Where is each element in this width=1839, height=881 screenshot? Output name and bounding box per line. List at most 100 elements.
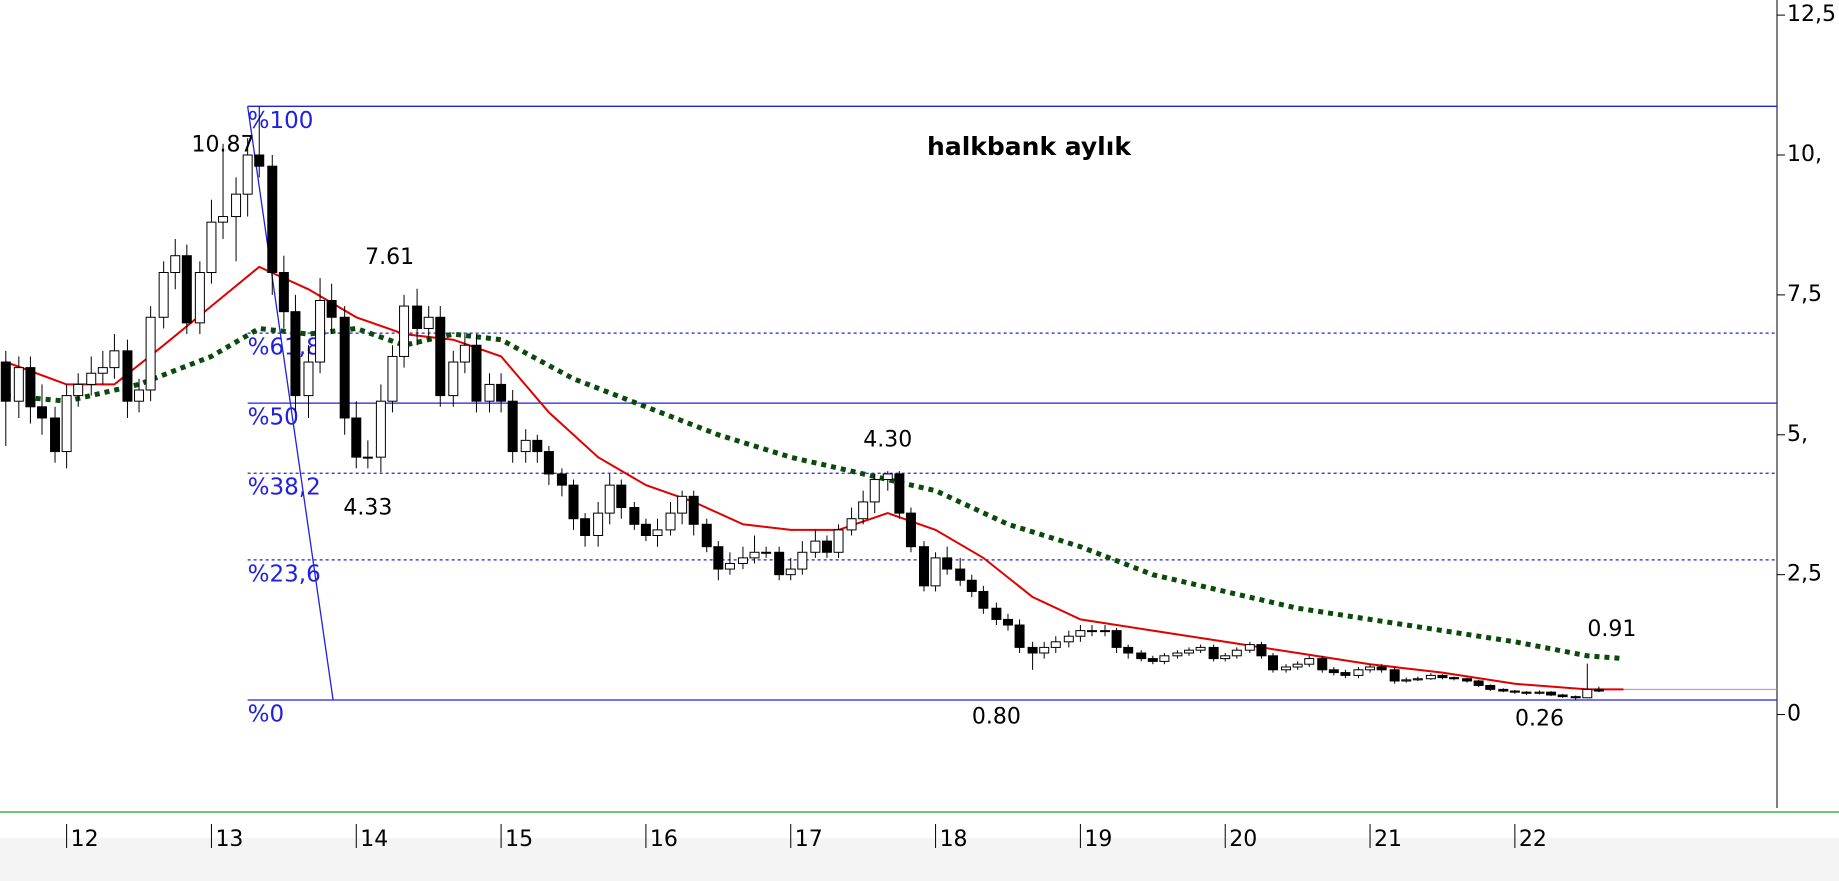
- candle-body: [315, 299, 326, 363]
- candle-body: [821, 540, 832, 553]
- candle-body: [1317, 658, 1328, 671]
- candle-body: [1075, 630, 1086, 637]
- candle-body: [882, 473, 893, 481]
- candle-body: [36, 406, 47, 419]
- candle-body: [1389, 669, 1400, 682]
- candle-body: [387, 355, 398, 402]
- candle-body: [1100, 630, 1111, 633]
- candle-body: [303, 361, 314, 397]
- candle-body: [1425, 674, 1436, 680]
- candle-body: [423, 316, 434, 329]
- candle-body: [1365, 666, 1376, 671]
- candle-body: [966, 579, 977, 592]
- annotation: 4.30: [863, 427, 912, 452]
- annotation: 0.80: [972, 704, 1021, 729]
- candle-body: [737, 557, 748, 564]
- candle-body: [761, 551, 772, 554]
- candle-body: [1449, 677, 1460, 680]
- candle-body: [543, 451, 554, 475]
- y-tick-label: 5,: [1787, 422, 1808, 447]
- candle-body: [1353, 669, 1364, 676]
- candle-body: [1557, 694, 1568, 698]
- x-axis-band: [0, 838, 1839, 881]
- y-tick-label: 7,5: [1787, 282, 1822, 307]
- candle-body: [484, 383, 495, 402]
- annotation: 7.61: [365, 245, 414, 270]
- candle-body: [652, 529, 663, 536]
- candle-body: [978, 590, 989, 609]
- candle-body: [593, 512, 604, 536]
- candle-body: [459, 344, 470, 363]
- candle-body: [13, 367, 24, 402]
- candle-body: [158, 272, 169, 318]
- fib-trend: [247, 106, 334, 701]
- candle-body: [677, 495, 688, 514]
- x-tick-label: 12: [71, 827, 99, 852]
- candle-body: [1002, 618, 1013, 626]
- x-tick-label: 13: [215, 827, 243, 852]
- x-tick-label: 19: [1084, 827, 1112, 852]
- annotation: 10.87: [192, 132, 255, 157]
- moving-average: [5, 265, 1624, 691]
- fib-label: %23,6: [248, 561, 321, 587]
- candle-body: [532, 439, 543, 453]
- candle-body: [1184, 649, 1195, 654]
- candle-body: [640, 523, 651, 536]
- candle-body: [1231, 649, 1242, 657]
- candle-body: [326, 299, 337, 318]
- candle-body: [1401, 679, 1412, 682]
- candle-body: [122, 350, 133, 402]
- x-tick-label: 20: [1229, 827, 1257, 852]
- fib-label: %38,2: [248, 475, 321, 501]
- candle-body: [1159, 655, 1170, 662]
- candle-body: [1462, 678, 1473, 682]
- x-tick-label: 14: [360, 827, 388, 852]
- candle-body: [616, 484, 627, 509]
- candle-body: [858, 501, 869, 520]
- candle-body: [1050, 641, 1061, 648]
- candle-body: [701, 523, 712, 548]
- candle-body: [918, 546, 929, 587]
- y-tick-label: 10,: [1787, 142, 1822, 167]
- candle-body: [942, 557, 953, 570]
- candle-body: [930, 557, 941, 587]
- candle-body: [785, 568, 796, 576]
- candle-body: [1593, 688, 1604, 692]
- candle-body: [1437, 674, 1448, 679]
- candle-body: [1473, 680, 1484, 686]
- candle-body: [665, 512, 676, 531]
- candle-body: [905, 512, 916, 548]
- candle-body: [1376, 666, 1387, 671]
- candle-body: [375, 400, 386, 458]
- candle-body: [1485, 684, 1496, 690]
- candle-body: [1328, 669, 1339, 674]
- candle-body: [1340, 672, 1351, 676]
- annotation: 0.91: [1587, 617, 1636, 642]
- candle-body: [254, 154, 265, 167]
- candle-body: [749, 551, 760, 559]
- x-tick-label: 15: [505, 827, 533, 852]
- candle-body: [1256, 644, 1267, 657]
- candle-body: [496, 383, 507, 402]
- candle-body: [1546, 691, 1557, 696]
- candle-body: [1220, 655, 1231, 660]
- candle-body: [267, 165, 278, 274]
- candle-body: [134, 389, 145, 402]
- candle-body: [1014, 624, 1025, 648]
- candle-body: [1570, 696, 1581, 699]
- candle-body: [242, 154, 253, 195]
- candle-body: [0, 361, 11, 402]
- candle-body: [568, 484, 579, 520]
- candle-body: [1063, 635, 1074, 643]
- candle-body: [507, 400, 518, 453]
- candle-body: [145, 316, 156, 391]
- x-tick-label: 22: [1519, 827, 1547, 852]
- chart-title: halkbank aylık: [927, 132, 1132, 161]
- candle-body: [471, 344, 482, 402]
- candle-body: [1498, 688, 1509, 692]
- candle-body: [1521, 691, 1532, 694]
- candle-body: [1195, 646, 1206, 651]
- candle-body: [894, 473, 905, 514]
- x-tick-label: 21: [1374, 827, 1402, 852]
- candle-body: [1304, 658, 1315, 665]
